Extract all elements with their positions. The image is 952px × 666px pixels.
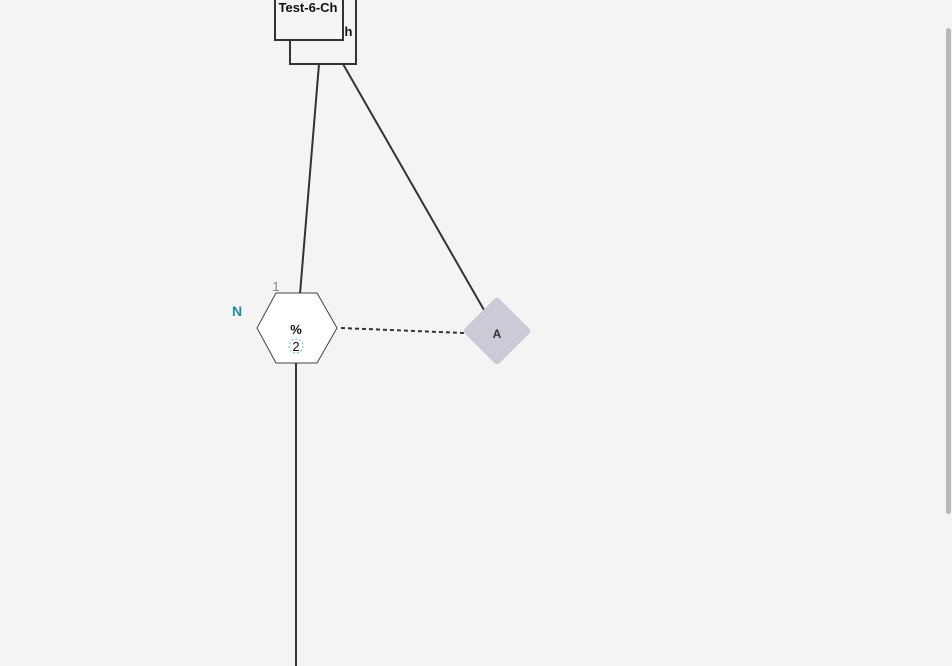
diamond-node[interactable]: A [463,297,531,365]
hexagon-node[interactable]: % 2 [256,292,338,364]
edge-entity-to-diamond[interactable] [342,63,485,311]
entity-node-front-label: Test-6-Ch [279,0,338,15]
hexagon-badge-ring [288,338,304,354]
entity-node-front[interactable]: Test-6-Ch [274,0,344,41]
hexagon-index-label: 1 [272,279,279,294]
edge-entity-to-hexagon[interactable] [299,63,320,295]
vertical-scrollbar[interactable] [946,28,951,514]
edge-hexagon-to-diamond[interactable] [340,327,465,334]
hexagon-side-label: N [232,303,242,319]
hexagon-symbol: % [290,322,302,337]
hexagon-badge: 2 [292,339,299,354]
diamond-label: A [493,327,502,341]
